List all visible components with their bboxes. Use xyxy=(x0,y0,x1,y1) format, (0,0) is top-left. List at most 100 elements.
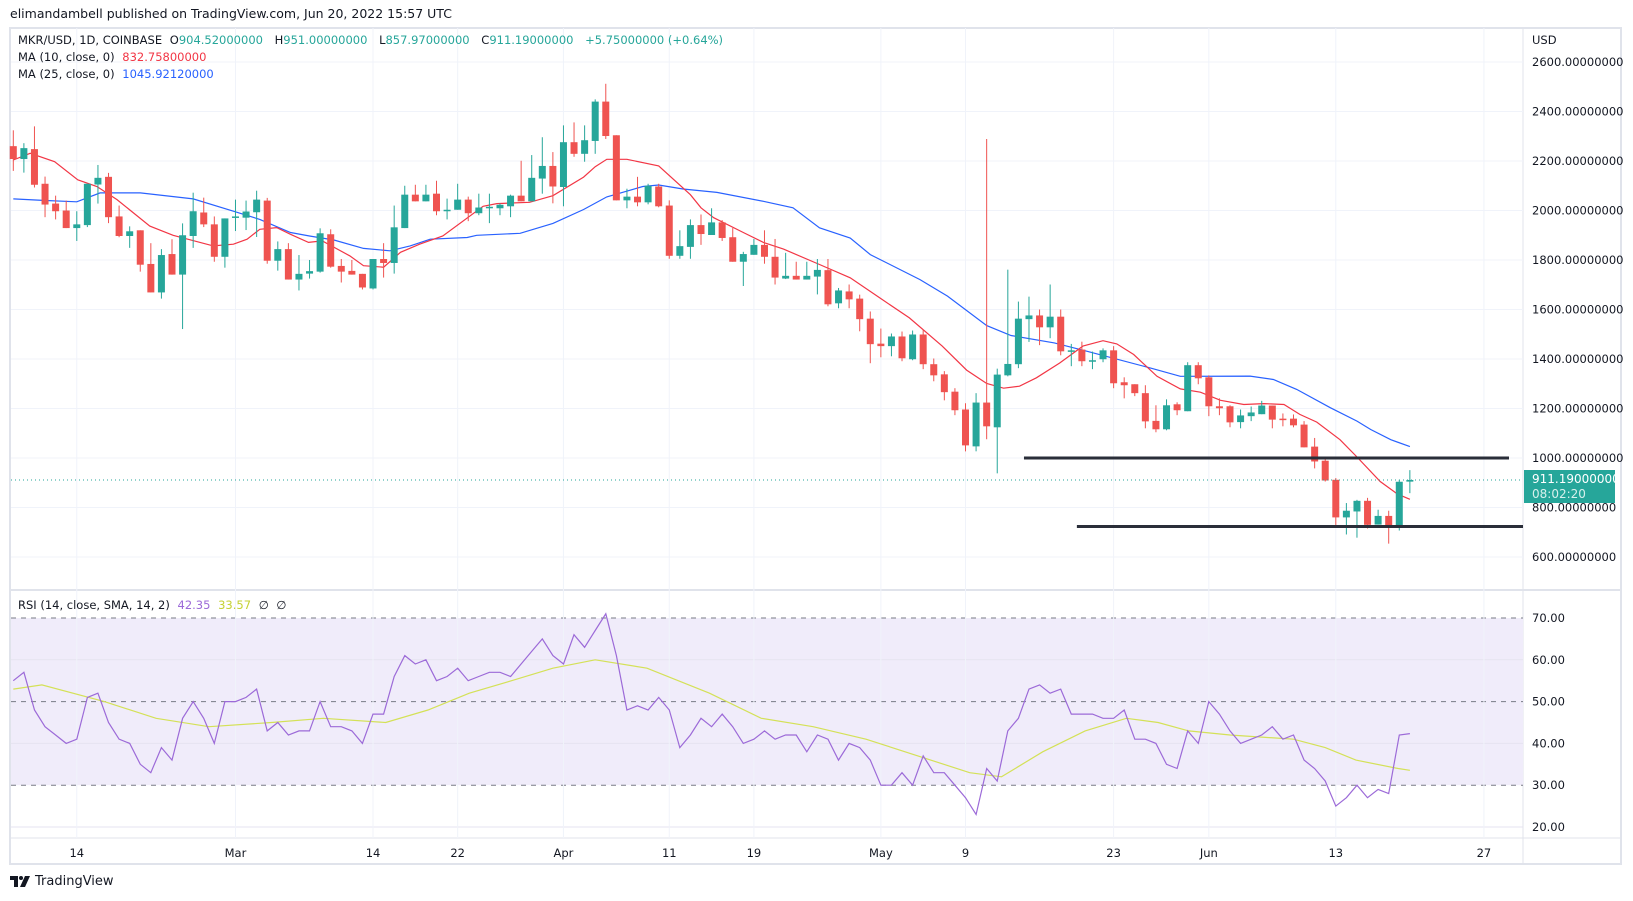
rsi-sma-line xyxy=(13,659,1410,778)
candle-down xyxy=(1300,424,1308,448)
rsi-legend[interactable]: RSI (14, close, SMA, 14, 2) 42.35 33.57 … xyxy=(18,598,290,612)
candle-up xyxy=(803,275,811,280)
rsi-band-fill xyxy=(11,618,1523,786)
symbol-info[interactable]: MKR/USD, 1D, COINBASE xyxy=(18,33,163,47)
candle-up xyxy=(1406,479,1414,482)
time-tick-label: 19 xyxy=(747,846,762,860)
candle-up xyxy=(83,183,91,226)
candle-up xyxy=(507,195,515,207)
candle-down xyxy=(718,222,726,238)
candle-down xyxy=(263,200,271,261)
candle-down xyxy=(570,142,578,154)
candle-down xyxy=(168,254,176,275)
candle-up xyxy=(253,199,261,213)
rsi-extra-value-1: ∅ xyxy=(258,598,269,612)
candle-up xyxy=(1342,510,1350,518)
rsi-tick-label: 20.00 xyxy=(1532,820,1565,834)
published-by-text: elimandambell published on TradingView.c… xyxy=(10,6,452,21)
candle-up xyxy=(20,148,28,160)
candle-up xyxy=(390,227,398,263)
price-tick-label: 1000.00000000 xyxy=(1532,451,1623,465)
candle-up xyxy=(189,211,197,236)
candle-up xyxy=(1247,412,1255,417)
candle-down xyxy=(612,135,620,201)
candle-up xyxy=(993,374,1001,428)
candle-up xyxy=(782,275,790,279)
candle-down xyxy=(210,224,218,257)
candle-down xyxy=(52,203,60,212)
candle-up xyxy=(581,140,589,154)
candle-down xyxy=(1364,500,1372,525)
candle-down xyxy=(760,244,768,257)
candle-up xyxy=(306,271,314,274)
ma25-legend[interactable]: MA (25, close, 0) 1045.92120000 xyxy=(18,67,218,81)
rsi-tick-label: 30.00 xyxy=(1532,778,1565,792)
time-tick-label: 9 xyxy=(962,846,969,860)
candle-up xyxy=(559,142,567,187)
candle-down xyxy=(962,409,969,446)
candle-down xyxy=(464,199,472,214)
candle-down xyxy=(1332,479,1340,518)
candle-up xyxy=(972,402,980,447)
open-label: O xyxy=(169,33,179,47)
candle-up xyxy=(887,336,895,347)
candle-down xyxy=(115,216,123,236)
tradingview-logo-icon xyxy=(10,876,30,887)
candle-up xyxy=(94,177,102,185)
candle-down xyxy=(940,374,948,393)
price-tick-label: 1400.00000000 xyxy=(1532,352,1623,366)
tradingview-footer[interactable]: TradingView xyxy=(10,874,114,889)
candle-down xyxy=(30,149,38,185)
rsi-value: 42.35 xyxy=(177,598,211,612)
candle-down xyxy=(898,336,906,359)
candle-up xyxy=(422,194,430,202)
candle-down xyxy=(327,234,335,267)
candle-down xyxy=(771,256,779,278)
candle-down xyxy=(1131,384,1139,394)
chart-frame xyxy=(9,27,1622,865)
candle-down xyxy=(729,237,737,262)
candle-up xyxy=(1014,318,1022,365)
candle-up xyxy=(538,165,546,179)
candle-up xyxy=(1067,350,1075,352)
time-tick-label: Apr xyxy=(554,846,574,860)
candle-up xyxy=(1025,315,1033,320)
price-tick-label: 800.00000000 xyxy=(1532,501,1616,515)
rsi-tick-label: 50.00 xyxy=(1532,695,1565,709)
candle-down xyxy=(1078,349,1086,362)
candle-down xyxy=(845,291,853,300)
low-value: 857.97000000 xyxy=(385,33,470,47)
close-label: C xyxy=(481,33,490,47)
candle-up xyxy=(591,101,599,141)
candle-up xyxy=(708,222,716,236)
ma25-line xyxy=(13,184,1411,448)
candle-down xyxy=(9,146,17,160)
candle-down xyxy=(1141,393,1149,422)
rsi-tick-label: 70.00 xyxy=(1532,611,1565,625)
candle-down xyxy=(866,318,874,345)
candle-up xyxy=(1353,500,1361,512)
candle-down xyxy=(634,196,642,203)
candle-down xyxy=(1194,365,1202,379)
candle-down xyxy=(411,194,419,202)
candle-down xyxy=(348,270,356,275)
candle-up xyxy=(1395,481,1403,526)
ma10-value: 832.75800000 xyxy=(122,50,207,64)
price-tick-label: 2400.00000000 xyxy=(1532,105,1623,119)
time-tick-label: May xyxy=(869,846,893,860)
ma25-value: 1045.92120000 xyxy=(122,67,214,81)
ma10-legend[interactable]: MA (10, close, 0) 832.75800000 xyxy=(18,50,210,64)
rsi-line xyxy=(12,612,1410,817)
candle-down xyxy=(951,391,959,411)
candle-up xyxy=(686,225,694,247)
rsi-tick-label: 40.00 xyxy=(1532,736,1565,750)
candle-up xyxy=(1237,415,1245,423)
candle-down xyxy=(433,193,440,212)
candle-up xyxy=(73,224,81,229)
candle-down xyxy=(147,263,155,293)
candle-up xyxy=(835,290,843,304)
candle-up xyxy=(1099,350,1107,360)
candle-down xyxy=(697,225,705,235)
price-tick-label: 1800.00000000 xyxy=(1532,253,1623,267)
